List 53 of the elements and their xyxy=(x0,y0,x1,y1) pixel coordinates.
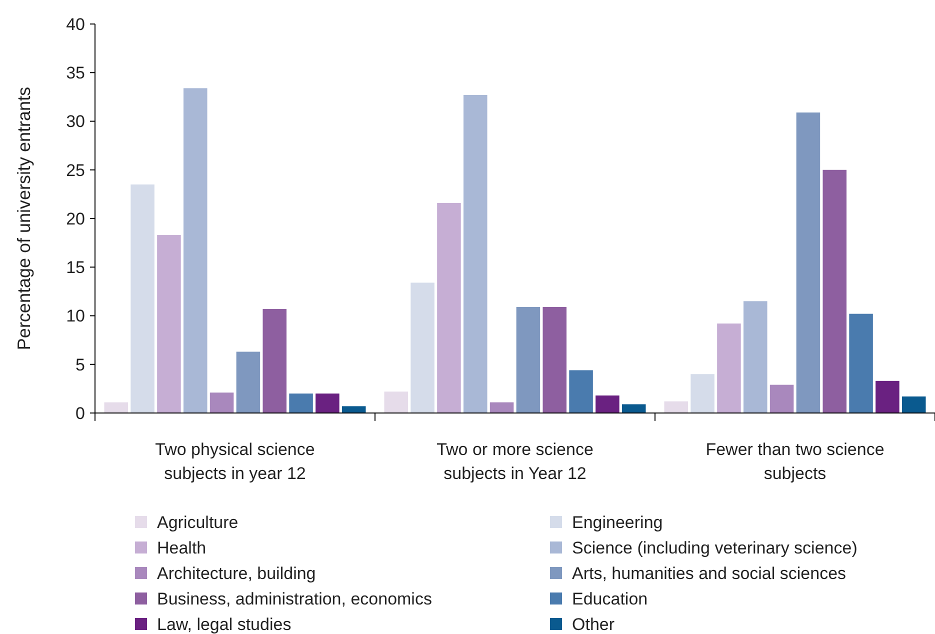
bar xyxy=(796,112,820,413)
bar xyxy=(822,170,847,413)
bar xyxy=(316,394,340,413)
x-tick-label: Two physical science subjects in year 12 xyxy=(155,440,315,483)
x-tick-label: Two or more science subjects in Year 12 xyxy=(436,440,594,483)
bar xyxy=(437,202,461,413)
bar xyxy=(157,235,181,413)
bar xyxy=(664,401,688,413)
legend-label: Arts, humanities and social sciences xyxy=(572,564,846,583)
bar xyxy=(210,392,234,413)
bar xyxy=(690,374,714,413)
bar xyxy=(410,282,434,413)
y-tick-label: 5 xyxy=(76,355,85,374)
legend-label: Agriculture xyxy=(157,512,238,532)
y-tick-label: 30 xyxy=(66,112,85,132)
y-axis-title: Percentage of university entrants xyxy=(14,86,34,350)
y-tick-label: 15 xyxy=(66,258,85,278)
x-tick-label: Fewer than two science subjects xyxy=(706,440,884,483)
legend-label: Law, legal studies xyxy=(157,614,292,634)
bar xyxy=(463,94,488,413)
y-tick-label: 0 xyxy=(76,404,85,423)
y-tick-label: 25 xyxy=(66,160,85,180)
legend-label: Engineering xyxy=(572,512,663,532)
bar xyxy=(104,402,128,413)
y-tick-label: 40 xyxy=(66,14,85,34)
bar xyxy=(876,380,900,413)
bar xyxy=(342,406,366,413)
bar xyxy=(516,306,540,413)
bar xyxy=(902,396,926,413)
bar xyxy=(596,395,620,413)
legend-label: Architecture, building xyxy=(157,564,316,583)
legend-label: Science (including veterinary science) xyxy=(572,538,858,558)
bar xyxy=(236,352,260,413)
bar xyxy=(770,384,794,413)
bar xyxy=(569,370,593,413)
legend-label: Education xyxy=(572,589,648,608)
bar xyxy=(849,314,873,413)
bar xyxy=(130,184,154,413)
bar xyxy=(183,88,208,413)
bar xyxy=(622,404,646,413)
bar xyxy=(262,308,287,413)
bar xyxy=(384,392,408,413)
y-tick-label: 20 xyxy=(66,209,85,228)
bar xyxy=(743,301,768,413)
bar xyxy=(289,394,313,413)
legend-label: Other xyxy=(572,614,615,634)
y-tick-label: 10 xyxy=(66,306,85,326)
legend-label: Health xyxy=(157,538,206,558)
y-tick-label: 35 xyxy=(66,64,85,83)
bar xyxy=(542,306,567,413)
bar xyxy=(717,324,741,413)
legend-label: Business, administration, economics xyxy=(157,589,432,608)
bar xyxy=(490,402,514,413)
